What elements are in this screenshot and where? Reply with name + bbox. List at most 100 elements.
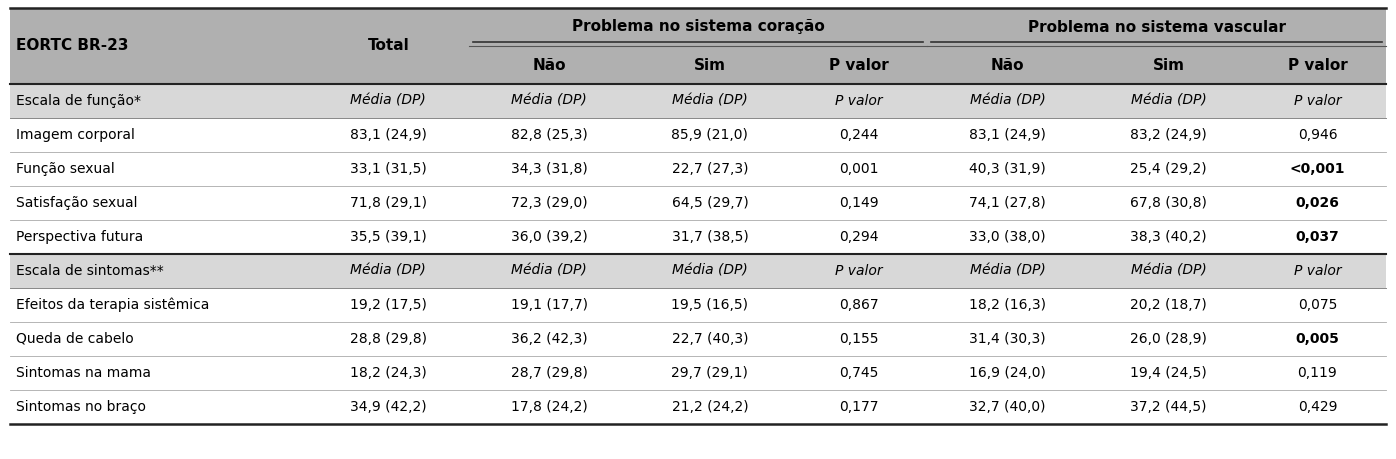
Text: Imagem corporal: Imagem corporal	[15, 128, 135, 142]
Text: 36,0 (39,2): 36,0 (39,2)	[511, 230, 588, 244]
Text: 19,4 (24,5): 19,4 (24,5)	[1131, 366, 1208, 380]
Bar	[10, 254, 1386, 288]
Text: Média (DP): Média (DP)	[1131, 264, 1206, 278]
Text: 18,2 (24,3): 18,2 (24,3)	[350, 366, 427, 380]
Text: Sim: Sim	[694, 57, 726, 73]
Text: Sintomas no braço: Sintomas no braço	[15, 400, 147, 414]
Text: 74,1 (27,8): 74,1 (27,8)	[969, 196, 1046, 210]
Text: Não: Não	[991, 57, 1025, 73]
Text: 31,7 (38,5): 31,7 (38,5)	[671, 230, 748, 244]
Text: 19,2 (17,5): 19,2 (17,5)	[350, 298, 427, 312]
Text: 67,8 (30,8): 67,8 (30,8)	[1131, 196, 1208, 210]
Text: P valor: P valor	[829, 57, 889, 73]
Text: Total: Total	[367, 39, 409, 54]
Text: 82,8 (25,3): 82,8 (25,3)	[511, 128, 588, 142]
Bar	[10, 220, 1386, 254]
Text: Efeitos da terapia sistêmica: Efeitos da terapia sistêmica	[15, 298, 209, 312]
Text: Média (DP): Média (DP)	[970, 264, 1046, 278]
Text: Média (DP): Média (DP)	[511, 264, 586, 278]
Bar	[10, 322, 1386, 356]
Text: EORTC BR-23: EORTC BR-23	[15, 39, 128, 54]
Text: 0,946: 0,946	[1298, 128, 1337, 142]
Text: 17,8 (24,2): 17,8 (24,2)	[511, 400, 588, 414]
Text: 83,1 (24,9): 83,1 (24,9)	[969, 128, 1046, 142]
Text: 37,2 (44,5): 37,2 (44,5)	[1131, 400, 1206, 414]
Bar	[10, 84, 1386, 118]
Text: 0,244: 0,244	[839, 128, 878, 142]
Text: Satisfação sexual: Satisfação sexual	[15, 196, 137, 210]
Text: Problema no sistema vascular: Problema no sistema vascular	[1027, 19, 1286, 34]
Text: 0,429: 0,429	[1298, 400, 1337, 414]
Text: 33,0 (38,0): 33,0 (38,0)	[969, 230, 1046, 244]
Text: 31,4 (30,3): 31,4 (30,3)	[969, 332, 1046, 346]
Text: 40,3 (31,9): 40,3 (31,9)	[969, 162, 1046, 176]
Text: 0,119: 0,119	[1298, 366, 1337, 380]
Text: 35,5 (39,1): 35,5 (39,1)	[350, 230, 427, 244]
Bar	[10, 152, 1386, 186]
Text: 34,9 (42,2): 34,9 (42,2)	[350, 400, 427, 414]
Text: 0,294: 0,294	[839, 230, 878, 244]
Bar	[10, 186, 1386, 220]
Text: 83,1 (24,9): 83,1 (24,9)	[350, 128, 427, 142]
Text: Média (DP): Média (DP)	[511, 94, 586, 108]
Text: 18,2 (16,3): 18,2 (16,3)	[969, 298, 1046, 312]
Text: P valor: P valor	[835, 264, 882, 278]
Text: 19,1 (17,7): 19,1 (17,7)	[511, 298, 588, 312]
Text: 21,2 (24,2): 21,2 (24,2)	[671, 400, 748, 414]
Text: 0,745: 0,745	[839, 366, 878, 380]
Text: 0,149: 0,149	[839, 196, 878, 210]
Text: P valor: P valor	[1294, 264, 1342, 278]
Text: 33,1 (31,5): 33,1 (31,5)	[350, 162, 427, 176]
Text: 0,867: 0,867	[839, 298, 878, 312]
Text: 28,8 (29,8): 28,8 (29,8)	[350, 332, 427, 346]
Bar	[10, 390, 1386, 424]
Text: 29,7 (29,1): 29,7 (29,1)	[671, 366, 748, 380]
Bar	[10, 288, 1386, 322]
Text: Queda de cabelo: Queda de cabelo	[15, 332, 134, 346]
Text: 34,3 (31,8): 34,3 (31,8)	[511, 162, 588, 176]
Bar	[10, 8, 1386, 84]
Text: Média (DP): Média (DP)	[350, 264, 426, 278]
Text: 0,001: 0,001	[839, 162, 878, 176]
Text: 32,7 (40,0): 32,7 (40,0)	[969, 400, 1046, 414]
Text: 0,005: 0,005	[1295, 332, 1339, 346]
Text: Não: Não	[532, 57, 565, 73]
Text: Média (DP): Média (DP)	[671, 264, 748, 278]
Text: Sim: Sim	[1153, 57, 1185, 73]
Text: 0,155: 0,155	[839, 332, 878, 346]
Text: 25,4 (29,2): 25,4 (29,2)	[1131, 162, 1208, 176]
Text: Função sexual: Função sexual	[15, 162, 114, 176]
Text: 16,9 (24,0): 16,9 (24,0)	[969, 366, 1046, 380]
Text: 0,037: 0,037	[1295, 230, 1339, 244]
Bar	[10, 118, 1386, 152]
Text: 38,3 (40,2): 38,3 (40,2)	[1131, 230, 1208, 244]
Text: 36,2 (42,3): 36,2 (42,3)	[511, 332, 588, 346]
Text: 72,3 (29,0): 72,3 (29,0)	[511, 196, 588, 210]
Text: Problema no sistema coração: Problema no sistema coração	[571, 19, 825, 34]
Text: 20,2 (18,7): 20,2 (18,7)	[1131, 298, 1208, 312]
Text: P valor: P valor	[835, 94, 882, 108]
Text: Escala de função*: Escala de função*	[15, 94, 141, 108]
Text: Média (DP): Média (DP)	[671, 94, 748, 108]
Bar	[10, 356, 1386, 390]
Text: 22,7 (27,3): 22,7 (27,3)	[671, 162, 748, 176]
Text: 19,5 (16,5): 19,5 (16,5)	[671, 298, 748, 312]
Text: Média (DP): Média (DP)	[1131, 94, 1206, 108]
Text: P valor: P valor	[1287, 57, 1347, 73]
Text: 0,075: 0,075	[1298, 298, 1337, 312]
Text: 71,8 (29,1): 71,8 (29,1)	[350, 196, 427, 210]
Text: 26,0 (28,9): 26,0 (28,9)	[1131, 332, 1208, 346]
Text: P valor: P valor	[1294, 94, 1342, 108]
Text: Escala de sintomas**: Escala de sintomas**	[15, 264, 163, 278]
Text: 85,9 (21,0): 85,9 (21,0)	[671, 128, 748, 142]
Text: 83,2 (24,9): 83,2 (24,9)	[1131, 128, 1208, 142]
Text: 64,5 (29,7): 64,5 (29,7)	[671, 196, 748, 210]
Text: <0,001: <0,001	[1290, 162, 1346, 176]
Text: 28,7 (29,8): 28,7 (29,8)	[511, 366, 588, 380]
Text: 0,177: 0,177	[839, 400, 878, 414]
Text: Sintomas na mama: Sintomas na mama	[15, 366, 151, 380]
Text: 0,026: 0,026	[1295, 196, 1339, 210]
Text: 22,7 (40,3): 22,7 (40,3)	[671, 332, 748, 346]
Text: Perspectiva futura: Perspectiva futura	[15, 230, 144, 244]
Text: Média (DP): Média (DP)	[350, 94, 426, 108]
